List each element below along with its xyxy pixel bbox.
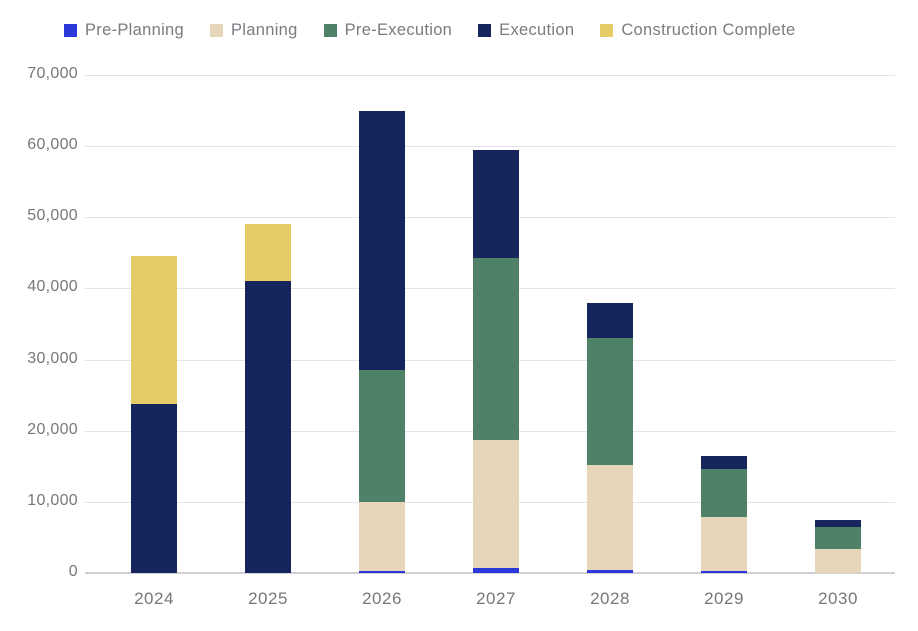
bar-segment-planning-2027: [473, 439, 519, 568]
legend-swatch-icon: [64, 24, 77, 37]
legend-item-pre-execution: Pre-Execution: [323, 21, 453, 40]
legend-swatch-icon: [478, 24, 492, 37]
x-tick-label-2029: 2029: [704, 589, 744, 608]
bar-segment-pre-execution-2027: [473, 257, 519, 440]
legend-item-construction-complete: Construction Complete: [600, 21, 795, 40]
bar-segment-execution-2024: [131, 403, 177, 573]
y-tick-label: 50,000: [27, 207, 78, 225]
bar-segment-execution-2026: [359, 110, 405, 371]
y-tick-label: 40,000: [27, 278, 78, 296]
bar-segment-pre-execution-2026: [359, 370, 405, 502]
x-tick-label-2027: 2027: [476, 589, 516, 608]
bar-segment-planning-2030: [815, 548, 861, 573]
gridline: [85, 75, 895, 76]
bar-segment-pre-execution-2028: [587, 338, 633, 465]
legend-item-pre-planning: Pre-Planning: [64, 21, 184, 40]
legend-label: Execution: [499, 21, 575, 39]
bar-segment-execution-2029: [701, 455, 747, 470]
x-tick-label-2030: 2030: [818, 589, 858, 608]
legend-label: Planning: [231, 21, 298, 39]
bar-segment-pre-planning-2028: [587, 570, 633, 573]
legend-label: Construction Complete: [621, 21, 796, 39]
bar-segment-pre-planning-2029: [701, 570, 747, 573]
x-axis-baseline: [85, 572, 895, 574]
bar-segment-pre-planning-2027: [473, 568, 519, 573]
y-tick-label: 10,000: [27, 491, 78, 509]
y-tick-label: 0: [68, 563, 78, 580]
x-tick-label-2024: 2024: [134, 589, 174, 608]
bar-segment-construction-complete-2024: [131, 256, 177, 404]
x-tick-label-2026: 2026: [362, 589, 402, 608]
bar-segment-execution-2028: [587, 302, 633, 339]
legend-label: Pre-Planning: [85, 21, 184, 39]
legend-item-planning: Planning: [210, 21, 298, 40]
bar-segment-planning-2028: [587, 464, 633, 571]
x-tick-label-2025: 2025: [248, 589, 288, 608]
bar-segment-pre-execution-2030: [815, 526, 861, 549]
legend-swatch-icon: [600, 24, 614, 37]
y-tick-label: 60,000: [27, 136, 78, 154]
y-tick-label: 20,000: [27, 420, 78, 438]
y-tick-label: 30,000: [27, 349, 78, 367]
gridline: [85, 146, 895, 148]
bar-segment-pre-planning-2026: [359, 571, 405, 573]
legend-item-execution: Execution: [478, 21, 574, 40]
bar-segment-planning-2029: [701, 516, 747, 571]
chart-legend: Pre-Planning Planning Pre-Execution Executi…: [64, 21, 795, 40]
legend-label: Pre-Execution: [344, 21, 453, 39]
bar-segment-construction-complete-2025: [245, 224, 291, 282]
legend-swatch-icon: [210, 24, 223, 37]
legend-swatch-icon: [323, 24, 337, 37]
bar-segment-execution-2027: [473, 149, 519, 258]
y-tick-label: 70,000: [27, 65, 78, 82]
bar-segment-pre-execution-2029: [701, 469, 747, 517]
bar-segment-execution-2025: [245, 281, 291, 573]
bar-segment-planning-2026: [359, 501, 405, 572]
x-tick-label-2028: 2028: [590, 589, 630, 608]
bar-segment-execution-2030: [815, 519, 861, 527]
